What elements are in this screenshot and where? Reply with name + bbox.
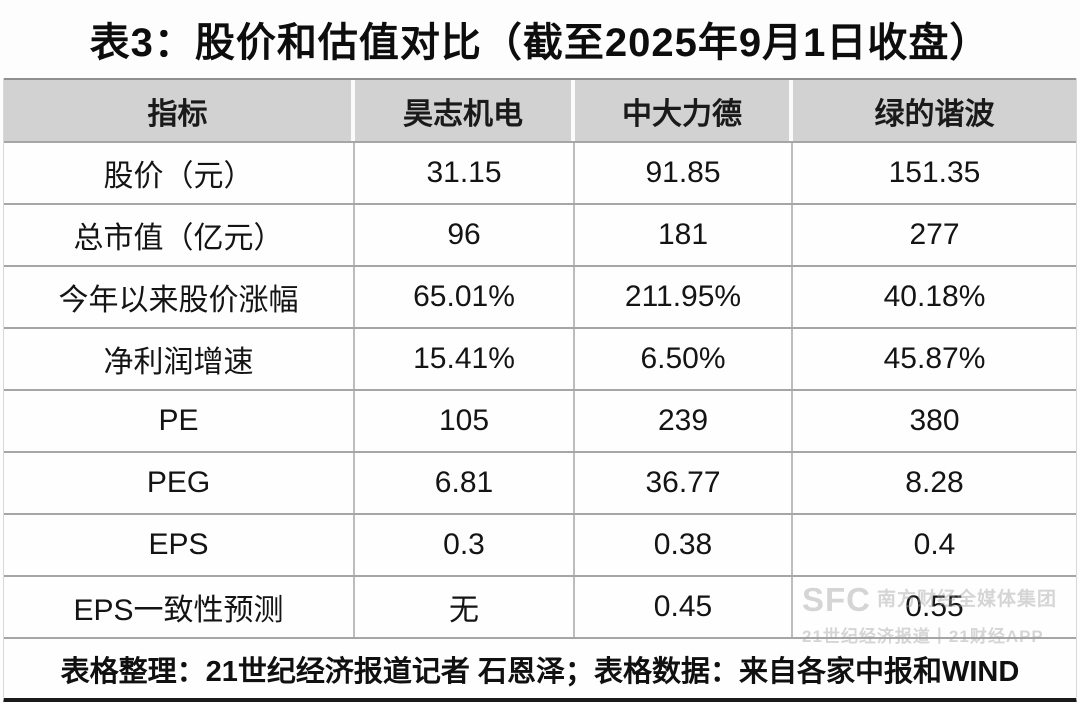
- cell-value: 6.50%: [575, 329, 793, 389]
- table-row: 净利润增速 15.41% 6.50% 45.87%: [4, 327, 1076, 389]
- cell-value: 239: [575, 391, 793, 451]
- table-row: PEG 6.81 36.77 8.28: [4, 451, 1076, 513]
- cell-value: 277: [909, 218, 960, 251]
- valuation-comparison-table: 指标 昊志机电 中大力德 绿的谐波 股价（元） 31.15 91.85 151.…: [3, 78, 1077, 702]
- cell-value: 96: [355, 205, 575, 265]
- table-row: EPS 0.3 0.38 0.4: [4, 513, 1076, 575]
- table-row: PE 105 239 380: [4, 389, 1076, 451]
- cell-value: 91.85: [575, 143, 793, 203]
- cell-value: 无: [355, 577, 575, 637]
- header-cell-indicator: 指标: [4, 80, 355, 141]
- row-label: 净利润增速: [4, 329, 355, 389]
- row-label: 总市值（亿元）: [4, 205, 355, 265]
- table-row: 股价（元） 31.15 91.85 151.35: [4, 141, 1076, 203]
- cell-value: 181: [575, 205, 793, 265]
- cell-value: 36.77: [575, 453, 793, 513]
- cell-value: 65.01%: [355, 267, 575, 327]
- row-label: EPS: [4, 515, 355, 575]
- table-row: 总市值（亿元） 96 181 277: [4, 203, 1076, 265]
- row-label: PEG: [4, 453, 355, 513]
- table-row: 今年以来股价涨幅 65.01% 211.95% 40.18%: [4, 265, 1076, 327]
- row-label: 今年以来股价涨幅: [4, 267, 355, 327]
- row-label: PE: [4, 391, 355, 451]
- table-header-row: 指标 昊志机电 中大力德 绿的谐波: [4, 78, 1076, 141]
- cell-value: 211.95%: [575, 267, 793, 327]
- cell-value: 0.4: [913, 528, 956, 561]
- row-label: 股价（元）: [4, 143, 355, 203]
- header-cell-company-2: 中大力德: [575, 80, 793, 141]
- table-row: EPS一致性预测 无 0.45 0.55: [4, 575, 1076, 637]
- cell-value: 15.41%: [355, 329, 575, 389]
- header-cell-company-3: 绿的谐波: [793, 80, 1076, 141]
- cell-value: 0.55: [905, 590, 964, 623]
- table-source-note: 表格整理：21世纪经济报道记者 石恩泽；表格数据：来自各家中报和WIND: [4, 637, 1076, 698]
- cell-value: 0.38: [575, 515, 793, 575]
- cell-value: 31.15: [355, 143, 575, 203]
- page-title: 表3：股价和估值对比（截至2025年9月1日收盘）: [89, 21, 991, 65]
- header-cell-company-1: 昊志机电: [355, 80, 575, 141]
- cell-value: 0.45: [575, 577, 793, 637]
- cell-value: 0.3: [355, 515, 575, 575]
- row-label: EPS一致性预测: [4, 577, 355, 637]
- cell-value: 105: [355, 391, 575, 451]
- cell-value: 40.18%: [883, 280, 986, 313]
- cell-value: 151.35: [888, 156, 981, 189]
- cell-value: 45.87%: [883, 342, 986, 375]
- cell-value: 380: [909, 404, 960, 437]
- cell-value: 8.28: [905, 466, 964, 499]
- cell-value: 6.81: [355, 453, 575, 513]
